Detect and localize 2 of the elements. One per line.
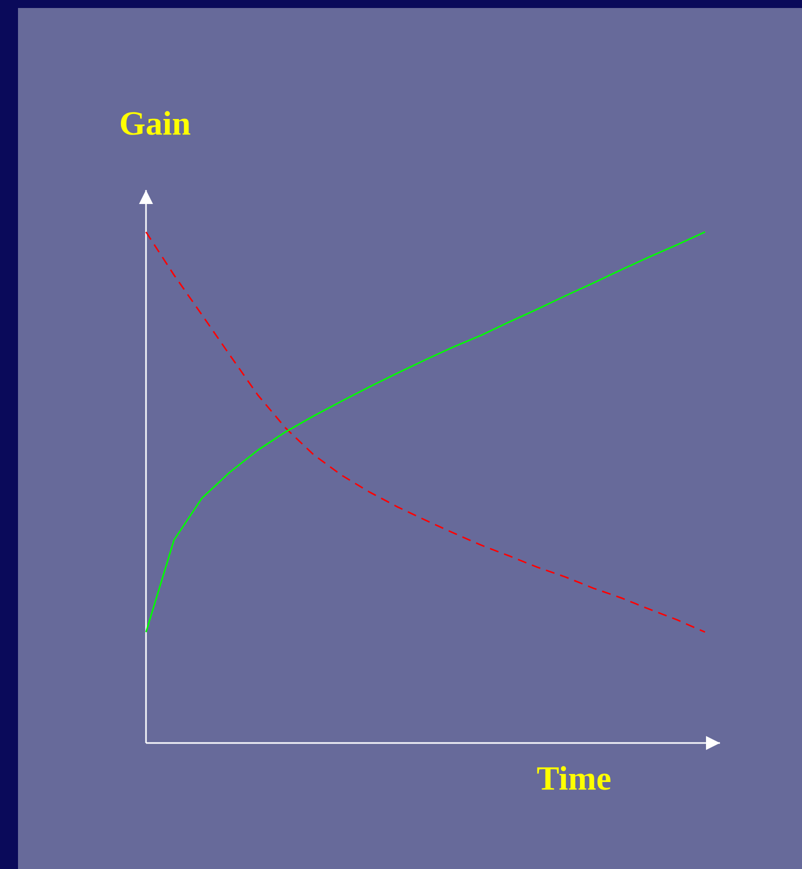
x-axis-title: Time [537, 766, 610, 790]
y-axis-title: Gain [120, 111, 190, 135]
